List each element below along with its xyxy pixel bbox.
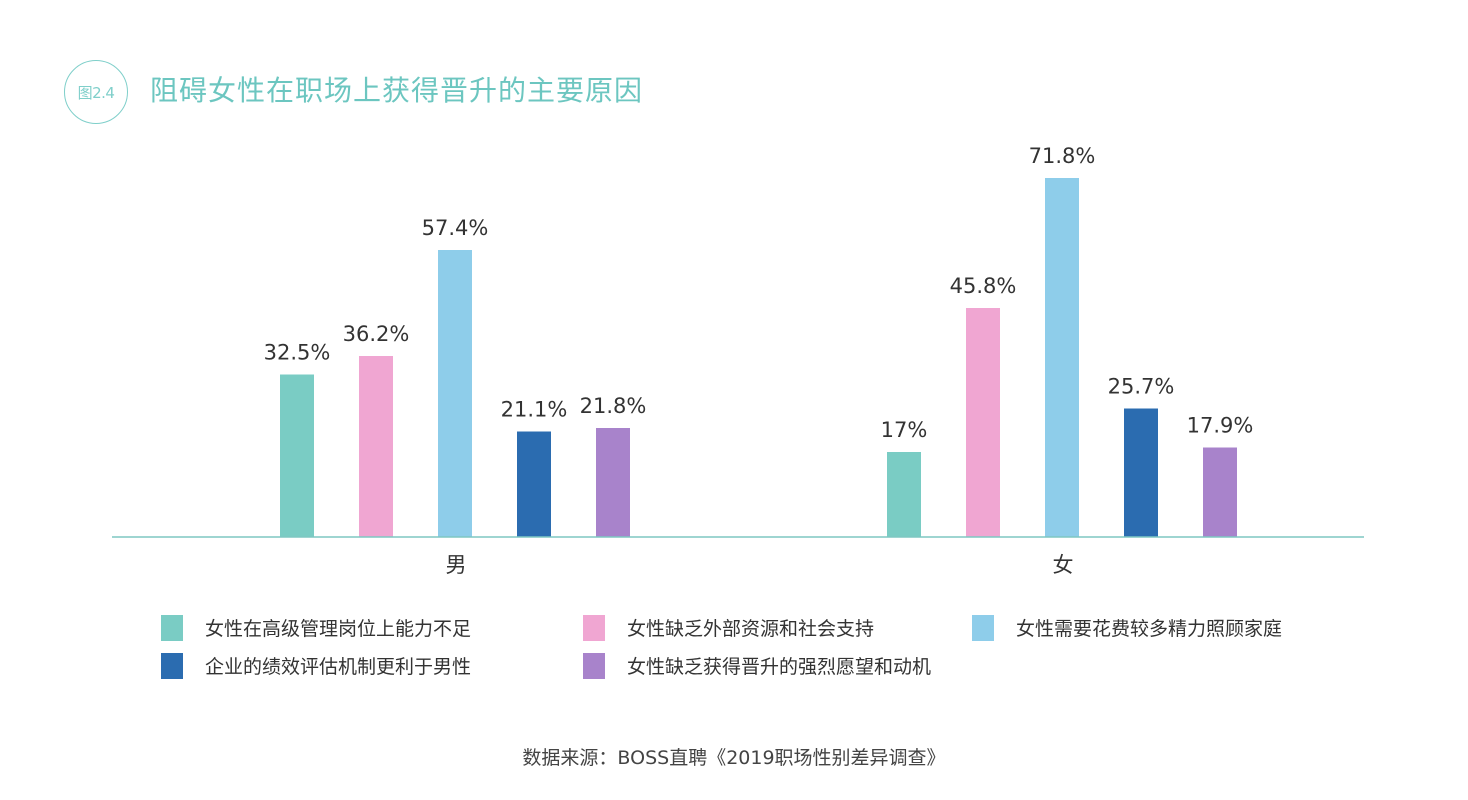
legend-swatch: [972, 614, 994, 641]
legend-swatch: [161, 614, 183, 641]
bar-male-series-5: [596, 428, 630, 537]
bar-female-series-1: [887, 452, 921, 537]
bar-male-series-2: [359, 356, 393, 537]
legend-item: 女性缺乏获得晋升的强烈愿望和动机: [583, 652, 931, 679]
legend-swatch: [583, 652, 605, 679]
bar-male-series-3: [438, 250, 472, 537]
bar-female-series-4: [1124, 408, 1158, 537]
bar-value-label: 25.7%: [1108, 375, 1175, 399]
legend-swatch: [583, 614, 605, 641]
bar-value-label: 45.8%: [950, 274, 1017, 298]
bar-female-series-3: [1045, 178, 1079, 537]
legend-item: 企业的绩效评估机制更利于男性: [161, 652, 471, 679]
figure-number: 图2.4: [77, 83, 115, 102]
legend-swatch: [161, 652, 183, 679]
bar-female-series-5: [1203, 447, 1237, 537]
bar-value-label: 71.8%: [1029, 144, 1096, 168]
bar-value-label: 17.9%: [1187, 414, 1254, 438]
legend-item: 女性需要花费较多精力照顾家庭: [972, 614, 1282, 641]
bar-male-series-4: [517, 431, 551, 537]
bar-value-label: 21.8%: [580, 394, 647, 418]
legend-item: 女性缺乏外部资源和社会支持: [583, 614, 874, 641]
data-source: 数据来源：BOSS直聘《2019职场性别差异调查》: [522, 747, 946, 769]
category-label-female: 女: [1053, 553, 1074, 577]
legend-label: 企业的绩效评估机制更利于男性: [205, 656, 472, 678]
legend-label: 女性在高级管理岗位上能力不足: [205, 618, 472, 640]
figure-number-badge: 图2.4: [64, 60, 128, 124]
bar-value-label: 21.1%: [501, 398, 568, 422]
chart-title: 阻碍女性在职场上获得晋升的主要原因: [150, 74, 644, 107]
bar-value-label: 32.5%: [264, 341, 331, 365]
legend-label: 女性缺乏获得晋升的强烈愿望和动机: [627, 656, 932, 678]
bar-male-series-1: [280, 374, 314, 537]
bar-chart: 32.5% 36.2% 57.4% 21.1% 21.8% 男 17% 45.8% 71.8% 2…: [112, 144, 1364, 577]
legend-label: 女性需要花费较多精力照顾家庭: [1016, 618, 1283, 640]
legend-label: 女性缺乏外部资源和社会支持: [627, 618, 875, 640]
bar-value-label: 17%: [881, 418, 928, 442]
bar-value-label: 57.4%: [422, 216, 489, 240]
bar-female-series-2: [966, 308, 1000, 537]
category-label-male: 男: [446, 553, 467, 577]
bar-value-label: 36.2%: [343, 322, 410, 346]
legend-item: 女性在高级管理岗位上能力不足: [161, 614, 471, 641]
